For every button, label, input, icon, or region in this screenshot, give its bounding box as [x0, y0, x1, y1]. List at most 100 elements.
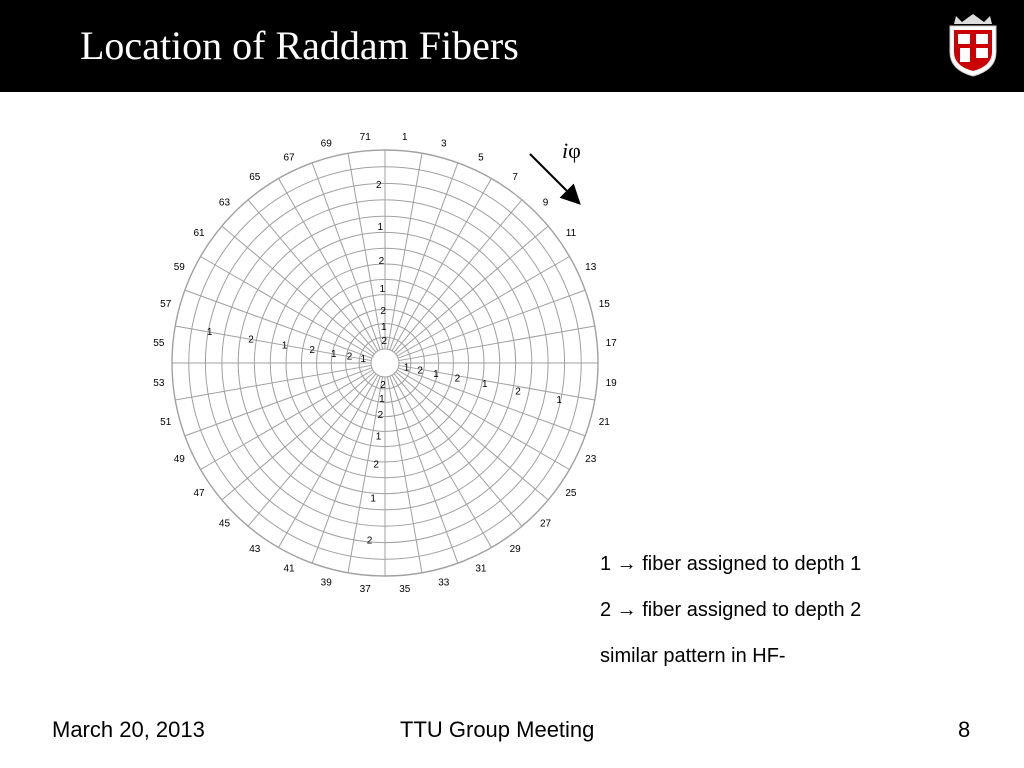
fiber-mark: 2: [417, 365, 423, 376]
iphi-label: iφ: [562, 138, 581, 163]
grid-spoke: [200, 256, 374, 357]
fiber-mark: 2: [347, 352, 353, 363]
sector-label: 21: [599, 417, 611, 428]
sector-label: 65: [249, 172, 261, 183]
grid-spoke: [396, 369, 570, 470]
sector-label: 5: [478, 152, 484, 163]
page-number: 8: [958, 717, 971, 742]
sector-label: 63: [219, 197, 231, 208]
sector-label: 53: [153, 378, 165, 389]
grid-spoke: [175, 364, 372, 401]
grid-spoke: [247, 373, 377, 527]
grid-spoke: [221, 225, 375, 355]
grid-spoke: [221, 371, 375, 501]
fiber-mark: 1: [404, 363, 410, 374]
fiber-mark: 2: [248, 334, 254, 345]
fiber-mark: 1: [379, 394, 385, 405]
raddam-fiber-polar-diagram: 1357911131517192123252729313335373941434…: [153, 132, 617, 595]
fiber-mark: 2: [380, 306, 386, 317]
fiber-mark: 1: [377, 222, 383, 233]
fiber-mark: 1: [380, 284, 386, 295]
fiber-mark: 1: [370, 493, 376, 504]
fiber-mark: 2: [380, 380, 386, 391]
fiber-mark: 1: [556, 395, 562, 406]
grid-spoke: [347, 153, 384, 350]
sector-label: 35: [399, 584, 411, 595]
grid-spoke: [184, 367, 373, 437]
grid-spoke: [278, 374, 379, 548]
grid-spoke: [386, 153, 423, 350]
grid-spoke: [247, 199, 377, 353]
legend-depth-2: 2 → fiber assigned to depth 2: [600, 599, 862, 621]
sector-label: 19: [606, 378, 618, 389]
sector-label: 69: [321, 139, 333, 150]
sector-label: 33: [438, 577, 450, 588]
fiber-mark: 2: [367, 535, 373, 546]
grid-spoke: [175, 325, 372, 362]
legend-hf-note: similar pattern in HF-: [600, 645, 786, 667]
sector-label: 29: [510, 544, 522, 555]
sector-label: 37: [360, 584, 372, 595]
fiber-mark: 1: [381, 322, 387, 333]
fiber-mark: 1: [361, 354, 367, 365]
fiber-mark: 2: [379, 256, 385, 267]
polar-grid: [171, 149, 599, 577]
grid-spoke: [347, 376, 384, 573]
sector-label: 7: [512, 172, 518, 183]
sector-label: 49: [174, 454, 186, 465]
fiber-mark: 1: [376, 432, 382, 443]
sector-label: 11: [566, 228, 577, 239]
sector-label: 3: [441, 139, 447, 150]
grid-spoke: [278, 178, 379, 352]
sector-label: 43: [249, 544, 261, 555]
title-bar: Location of Raddam Fibers: [0, 0, 1024, 92]
fiber-mark: 2: [515, 386, 521, 397]
grid-spoke: [391, 178, 492, 352]
fiber-mark: 2: [381, 336, 387, 347]
legend-depth-1: 1 → fiber assigned to depth 1: [600, 553, 862, 575]
grid-spoke: [397, 367, 586, 437]
sector-label: 27: [540, 519, 552, 530]
grid-spoke: [386, 376, 423, 573]
sector-labels: 1357911131517192123252729313335373941434…: [153, 132, 617, 595]
fiber-mark: 1: [282, 340, 288, 351]
grid-ring: [370, 348, 400, 378]
fiber-mark: 2: [378, 410, 384, 421]
iphi-direction-arrow-icon: [529, 153, 581, 205]
fiber-mark: 2: [309, 345, 315, 356]
grid-spoke: [393, 199, 523, 353]
sector-label: 41: [284, 564, 296, 575]
grid-spoke: [311, 375, 381, 564]
grid-spoke: [398, 325, 595, 362]
grid-spoke: [391, 374, 492, 548]
sector-label: 47: [193, 488, 205, 499]
sector-label: 15: [599, 299, 611, 310]
footer-date: March 20, 2013: [52, 717, 205, 742]
grid-spoke: [395, 371, 549, 501]
grid-spoke: [396, 256, 570, 357]
sector-label: 51: [160, 417, 172, 428]
grid-spoke: [389, 162, 459, 351]
fiber-mark: 1: [207, 327, 213, 338]
sector-label: 61: [193, 228, 205, 239]
sector-label: 57: [160, 299, 172, 310]
footer-event: TTU Group Meeting: [400, 717, 595, 742]
grid-spoke: [311, 162, 381, 351]
grid-spoke: [184, 289, 373, 359]
sector-label: 17: [606, 338, 618, 349]
fiber-mark: 1: [482, 379, 488, 390]
sector-label: 31: [475, 564, 487, 575]
grid-spoke: [393, 373, 523, 527]
sector-label: 13: [585, 262, 597, 273]
sector-label: 71: [360, 132, 372, 143]
sector-label: 23: [585, 454, 597, 465]
fiber-mark: 2: [455, 373, 461, 384]
sector-label: 1: [402, 132, 408, 143]
sector-label: 9: [543, 197, 549, 208]
sector-label: 25: [565, 488, 577, 499]
grid-spoke: [200, 369, 374, 470]
sector-label: 59: [174, 262, 186, 273]
fiber-mark: 1: [331, 349, 337, 360]
university-shield-logo-icon: [949, 14, 997, 77]
